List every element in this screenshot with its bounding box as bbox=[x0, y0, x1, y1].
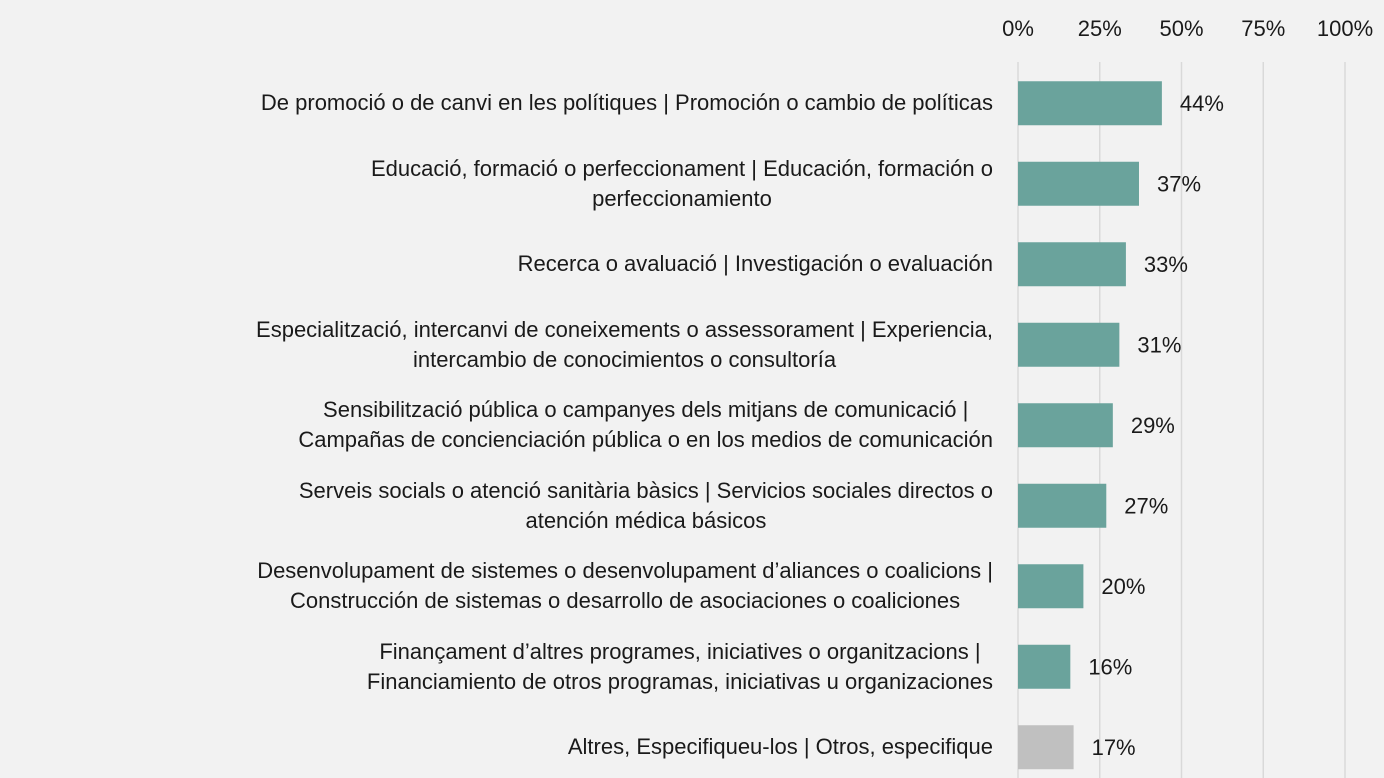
data-label: 33% bbox=[1144, 252, 1188, 277]
x-tick-label: 75% bbox=[1241, 16, 1285, 41]
category-label: Desenvolupament de sistemes o desenvolup… bbox=[257, 558, 993, 614]
x-tick-label: 100% bbox=[1317, 16, 1373, 41]
bar bbox=[1018, 644, 1071, 689]
x-tick-label: 25% bbox=[1078, 16, 1122, 41]
category-label: Finançament d’altres programes, iniciati… bbox=[366, 638, 993, 694]
category-label: Recerca o avaluació | Investigación o ev… bbox=[517, 251, 993, 277]
category-label: Serveis socials o atenció sanitària bàsi… bbox=[298, 477, 993, 533]
data-label: 29% bbox=[1131, 413, 1175, 438]
category-label: Altres, Especifiqueu-los | Otros, especi… bbox=[567, 734, 993, 760]
bar bbox=[1018, 322, 1120, 367]
category-label: De promoció o de canvi en les polítiques… bbox=[260, 90, 993, 116]
data-label: 44% bbox=[1180, 91, 1224, 116]
category-label: Educació, formació o perfeccionament | E… bbox=[370, 155, 993, 211]
bar bbox=[1018, 242, 1126, 287]
data-label: 27% bbox=[1124, 494, 1168, 519]
data-label: 37% bbox=[1157, 172, 1201, 197]
data-label: 20% bbox=[1101, 574, 1145, 599]
data-label: 17% bbox=[1092, 735, 1136, 760]
bar bbox=[1018, 403, 1113, 448]
x-tick-label: 0% bbox=[1002, 16, 1034, 41]
bar bbox=[1018, 725, 1074, 770]
category-label: Especialització, intercanvi de coneixeme… bbox=[256, 316, 993, 372]
data-label: 16% bbox=[1088, 655, 1132, 680]
bar bbox=[1018, 564, 1084, 609]
category-label: Sensibilització pública o campanyes dels… bbox=[298, 397, 993, 453]
bar bbox=[1018, 81, 1162, 126]
data-label: 31% bbox=[1137, 333, 1181, 358]
x-tick-label: 50% bbox=[1159, 16, 1203, 41]
bar bbox=[1018, 483, 1107, 528]
bar bbox=[1018, 161, 1139, 206]
